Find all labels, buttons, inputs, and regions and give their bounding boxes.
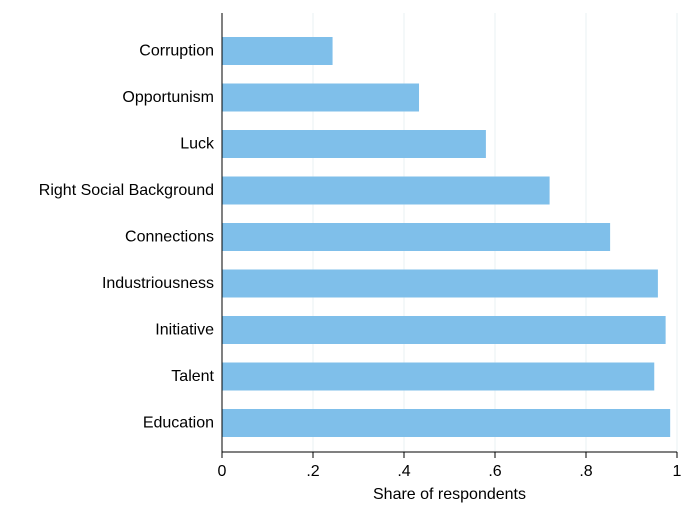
bar xyxy=(222,130,486,158)
x-tick-label: .2 xyxy=(306,463,319,480)
x-tick-label: 0 xyxy=(218,463,227,480)
bar xyxy=(222,37,333,65)
category-label: Initiative xyxy=(155,322,214,339)
category-label: Industriousness xyxy=(102,275,214,292)
bar xyxy=(222,223,611,251)
x-tick-label: .8 xyxy=(579,463,592,480)
category-labels: Corruption Opportunism Luck Right Social Ba… xyxy=(39,43,215,432)
category-label: Luck xyxy=(180,136,215,153)
category-label: Opportunism xyxy=(122,89,214,106)
bars xyxy=(222,37,671,437)
bar xyxy=(222,409,671,437)
bar xyxy=(222,83,420,112)
x-tick-label: .6 xyxy=(488,463,501,480)
x-axis-title: Share of respondents xyxy=(373,486,526,503)
category-label: Corruption xyxy=(139,43,214,60)
x-ticks: 0 .2 .4 .6 .8 1 xyxy=(218,452,682,480)
bar xyxy=(222,269,658,298)
category-label: Education xyxy=(143,415,214,432)
x-tick-label: .4 xyxy=(397,463,410,480)
category-label: Talent xyxy=(171,368,214,385)
category-label: Connections xyxy=(125,229,214,246)
category-label: Right Social Background xyxy=(39,182,214,199)
bar xyxy=(222,316,666,344)
bar xyxy=(222,176,550,205)
x-tick-label: 1 xyxy=(673,463,682,480)
bar xyxy=(222,362,655,391)
